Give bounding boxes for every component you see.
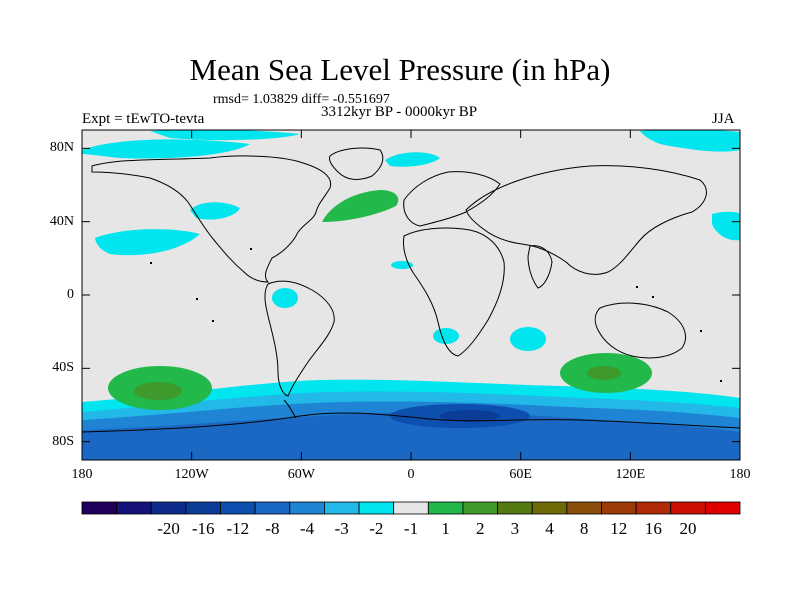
colorbar-label: -8 [265, 519, 280, 538]
map-plot-area [82, 130, 740, 460]
arctic-cyan-patch-north [150, 130, 300, 141]
lon-tick-label: 0 [407, 467, 415, 482]
colorbar-label: -1 [403, 519, 419, 538]
colorbar-swatch [462, 501, 498, 515]
colorbar-label: -20 [157, 519, 180, 538]
rmsd-diff-stats: rmsd= 1.03829 diff= -0.551697 [213, 92, 390, 107]
colorbar-swatch [116, 501, 152, 515]
europe-coastline [403, 171, 501, 227]
north-atlantic-green-anomaly [322, 190, 399, 222]
arctic-cyan-patch-east [640, 130, 740, 152]
colorbar-swatch [393, 501, 429, 515]
colorbar-swatch [670, 501, 706, 515]
colorbar-swatch [81, 501, 118, 515]
colorbar-label: 8 [579, 519, 589, 538]
east-pacific-cyan-patch [712, 211, 740, 241]
greenland-coastline [329, 147, 384, 180]
experiment-label: Expt = tEwTO-tevta [82, 111, 205, 127]
antarctic-blue-region [82, 412, 740, 460]
north-america-coastline [91, 155, 332, 283]
colorbar-swatch [497, 501, 533, 515]
season-label: JJA [712, 111, 735, 127]
colorbar [81, 501, 741, 515]
lat-tick-label: 80N [49, 140, 74, 156]
colorbar-swatch [601, 501, 637, 515]
lon-tick-label: 60W [287, 467, 315, 482]
antarctic-low-darker-blue [440, 410, 500, 422]
colorbar-label: 1 [441, 519, 450, 538]
colorbar-swatch [531, 501, 568, 515]
africa-coastline [403, 227, 505, 357]
indian-ocean-cyan-patch [510, 327, 546, 351]
colorbar-swatch [220, 501, 256, 515]
arctic-cyan-patch-center [385, 152, 440, 167]
south-indian-darker-green-core [587, 366, 621, 380]
lon-tick-label: 120W [174, 467, 209, 482]
colorbar-label: -12 [226, 519, 250, 538]
colorbar-swatch [185, 501, 221, 515]
colorbar-swatch [289, 501, 325, 515]
colorbar-swatch [358, 501, 395, 515]
arctic-cyan-patch-west [82, 139, 250, 159]
antarctic-peninsula-coastline [283, 399, 297, 419]
india-coastline [527, 245, 553, 289]
colorbar-label: 3 [510, 519, 520, 538]
asia-coastline [465, 165, 707, 275]
lon-tick-label: 180 [729, 467, 751, 482]
lon-tick-label: 120E [615, 467, 646, 482]
lat-tick-label: 80S [52, 433, 74, 449]
longitude-tick-marks [81, 130, 741, 460]
south-america-coastline [264, 280, 335, 397]
australia-coastline [594, 302, 686, 359]
colorbar-label: 20 [679, 519, 697, 538]
colorbar-swatch [704, 501, 741, 515]
latitude-tick-marks [82, 147, 740, 443]
antarctica-coastline [82, 412, 740, 433]
colorbar-label: 12 [610, 519, 628, 538]
colorbar-label: 2 [476, 519, 485, 538]
colorbar-swatch [427, 501, 464, 515]
island-specks [150, 248, 722, 382]
colorbar-swatch [566, 501, 602, 515]
colorbar-swatch [254, 501, 291, 515]
colorbar-swatch [324, 501, 360, 515]
tropical-pacific-cyan-patch [272, 288, 298, 308]
colorbar-swatch [635, 501, 672, 515]
colorbar-label: -4 [300, 519, 315, 538]
coastlines [82, 147, 740, 433]
map-title: Mean Sea Level Pressure (in hPa) [189, 52, 611, 87]
south-pacific-darker-green-core [134, 382, 182, 400]
lon-tick-label: 180 [71, 467, 93, 482]
period-label: 3312kyr BP - 0000kyr BP [321, 104, 478, 120]
lat-tick-label: 40S [52, 360, 74, 376]
colorbar-label: -16 [191, 519, 215, 538]
colorbar-label: -3 [334, 519, 349, 538]
colorbar-label: 16 [644, 519, 662, 538]
lat-tick-label: 0 [67, 287, 74, 302]
lat-tick-label: 40N [49, 213, 74, 229]
lon-tick-label: 60E [509, 467, 532, 482]
south-atlantic-cyan-patch [433, 328, 459, 344]
colorbar-label: -2 [369, 519, 384, 538]
north-pacific-cyan-patch [190, 202, 240, 220]
colorbar-label: 4 [545, 519, 554, 538]
pacific-cyan-band [95, 229, 200, 256]
colorbar-swatch [150, 501, 187, 515]
